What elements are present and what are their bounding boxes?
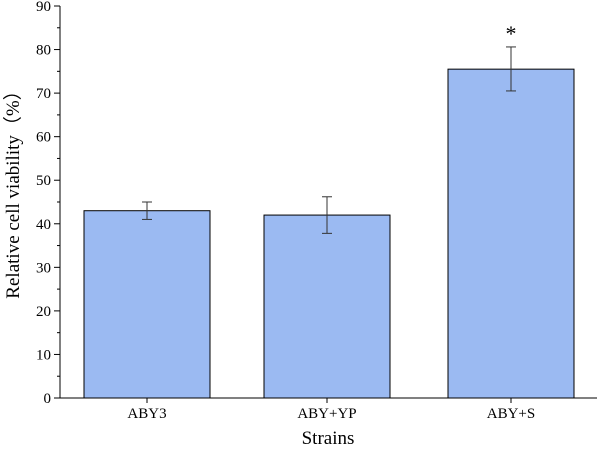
y-tick-label: 90 xyxy=(36,0,51,15)
bar-aby3 xyxy=(83,210,211,399)
x-axis-label: Strains xyxy=(302,428,355,449)
significance-marker: * xyxy=(506,21,517,46)
y-tick-label: 10 xyxy=(36,347,51,363)
x-tick-label: ABY3 xyxy=(127,406,166,422)
error-bars xyxy=(142,46,516,234)
y-tick-label: 60 xyxy=(36,130,51,146)
x-ticks: ABY3 ABY+YP ABY+S xyxy=(127,398,535,422)
bar-aby-yp xyxy=(263,214,391,399)
y-tick-label: 40 xyxy=(36,217,51,233)
y-tick-label: 70 xyxy=(36,86,51,102)
y-tick-label: 80 xyxy=(36,43,51,59)
y-tick-label: 50 xyxy=(36,173,51,189)
significance-annotations: * xyxy=(506,21,517,46)
y-ticks: 0 10 20 30 40 50 60 70 80 90 xyxy=(36,0,60,407)
y-tick-label: 30 xyxy=(36,260,51,276)
bar-aby-s xyxy=(447,68,575,399)
y-tick-label: 20 xyxy=(36,304,51,320)
x-tick-label: ABY+S xyxy=(487,406,535,422)
y-tick-label: 0 xyxy=(44,391,52,407)
x-tick-label: ABY+YP xyxy=(297,406,356,422)
y-axis-label: Relative cell viability（%） xyxy=(2,81,24,298)
